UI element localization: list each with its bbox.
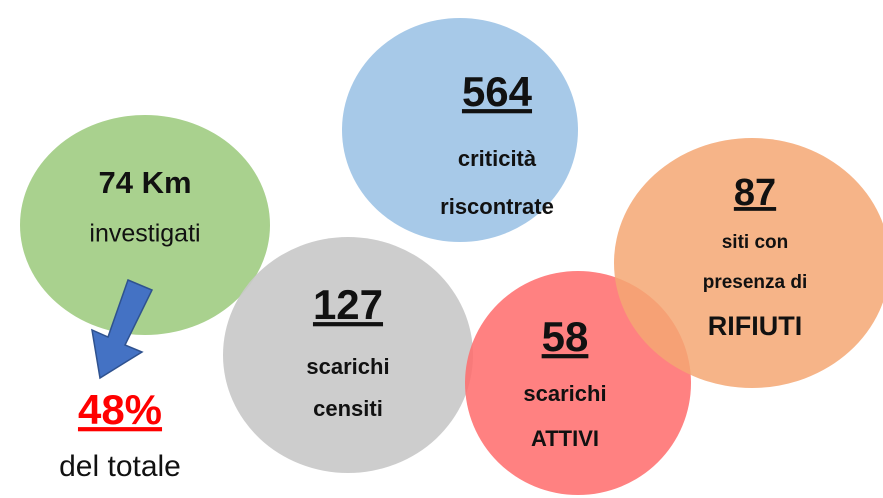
bubble-green — [20, 115, 270, 335]
bubble-blue — [342, 18, 578, 242]
bubble-value: 74 Km — [98, 165, 191, 200]
bubble-value: 87 — [734, 172, 776, 214]
bubble-value: 127 — [313, 281, 383, 328]
arrow — [91, 279, 154, 380]
bubble-label: investigati — [89, 220, 200, 248]
bubble-label: RIFIUTI — [708, 311, 803, 341]
bubble-label: scarichi — [306, 354, 389, 379]
bubble-value: 58 — [542, 313, 589, 360]
bubble-label: scarichi — [523, 381, 606, 406]
bubble-label: criticità — [458, 146, 537, 171]
bubble-label: presenza di — [703, 272, 808, 293]
bubble-orange — [614, 138, 883, 388]
bubble-label: siti con — [722, 232, 789, 253]
bubble-value: 564 — [462, 68, 533, 115]
callout-label: del totale — [59, 450, 181, 483]
bubble-label: riscontrate — [440, 194, 554, 219]
bubble-label: ATTIVI — [531, 426, 599, 451]
callout-value: 48% — [78, 386, 162, 433]
bubble-label: censiti — [313, 396, 383, 421]
bubble-gray — [223, 237, 473, 473]
